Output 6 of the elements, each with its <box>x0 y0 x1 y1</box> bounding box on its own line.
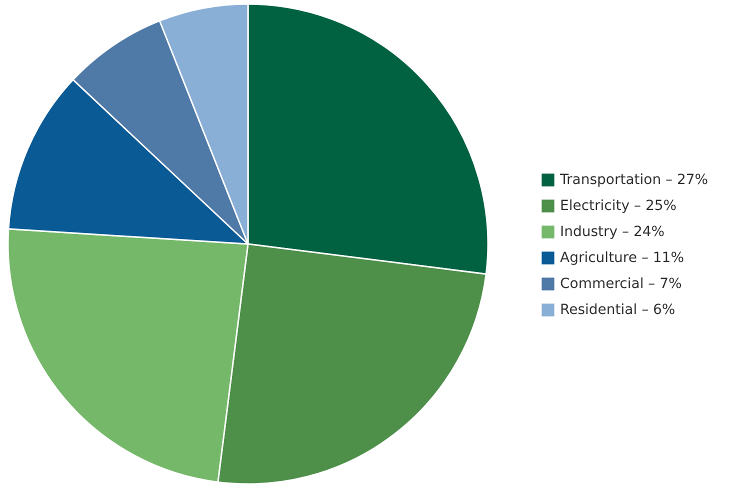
legend-label: Agriculture – 11% <box>560 250 684 266</box>
legend-label: Industry – 24% <box>560 224 665 240</box>
legend-label: Commercial – 7% <box>560 276 682 292</box>
legend-label: Electricity – 25% <box>560 198 677 214</box>
legend-label: Transportation – 27% <box>559 172 708 188</box>
legend-label: Residential – 6% <box>560 302 676 318</box>
